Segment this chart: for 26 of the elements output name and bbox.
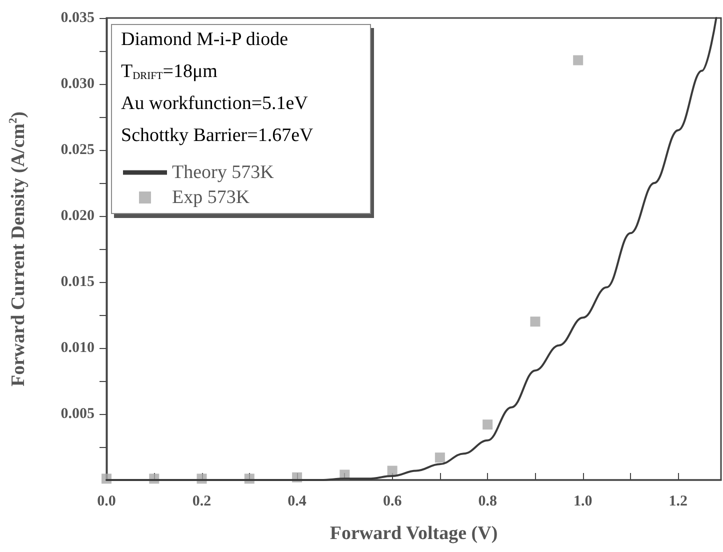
y-axis-title: Forward Current Density (A/cm2) xyxy=(8,112,29,386)
annotation: TDRIFT=18μm xyxy=(121,61,218,82)
point xyxy=(434,452,445,463)
y-tick-label: 0.010 xyxy=(60,340,94,356)
x-tick-label: 1.2 xyxy=(668,494,688,510)
y-tick-label: 0.015 xyxy=(60,274,94,290)
x-tick-label: 0.6 xyxy=(382,494,402,510)
x-tick-label: 0.2 xyxy=(192,494,212,510)
x-tick-label: 0.4 xyxy=(288,494,307,510)
x-tick-label: 0.0 xyxy=(97,494,116,510)
x-tick-label: 1.0 xyxy=(573,494,592,510)
annotation: Au workfunction=5.1eV xyxy=(121,93,308,114)
legend-label: Exp 573K xyxy=(172,187,250,208)
y-tick-label: 0.035 xyxy=(60,10,94,26)
x-axis-title: Forward Voltage (V) xyxy=(330,523,498,544)
point xyxy=(530,316,540,327)
x-tick-label: 0.8 xyxy=(478,494,497,510)
y-tick-label: 0.030 xyxy=(60,76,94,92)
point xyxy=(573,55,584,66)
point xyxy=(482,420,493,430)
annotation: Diamond M-i-P diode xyxy=(121,29,288,50)
annotation: Schottky Barrier=1.67eV xyxy=(121,125,314,146)
y-tick-label: 0.025 xyxy=(60,142,94,158)
y-tick-label: 0.020 xyxy=(60,208,94,224)
legend-label: Theory 573K xyxy=(172,162,274,183)
y-tick-label: 0.005 xyxy=(60,406,94,422)
